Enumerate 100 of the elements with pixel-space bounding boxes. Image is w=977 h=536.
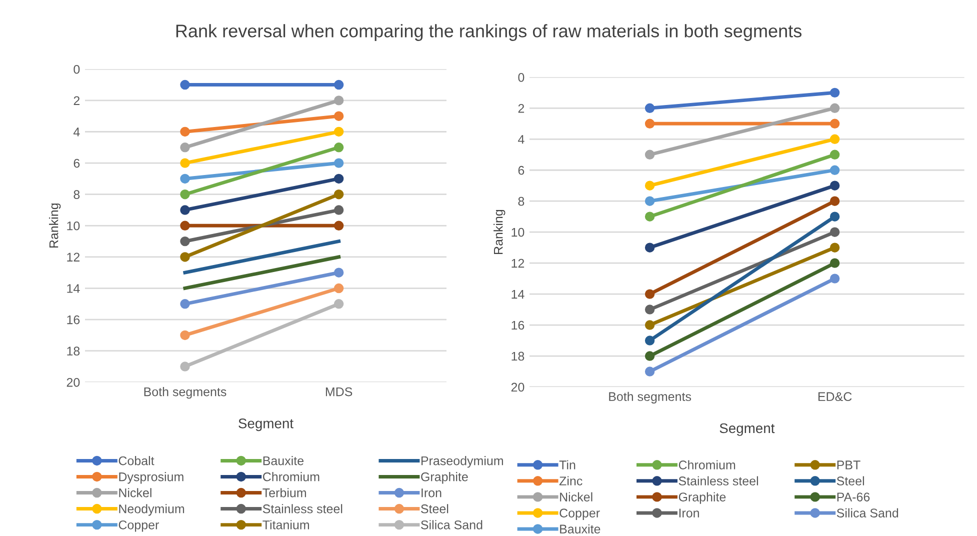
y-tick-label: 2 (518, 104, 524, 113)
y-tick-label: 6 (74, 158, 80, 168)
point (830, 227, 840, 237)
point (180, 126, 190, 137)
y-tick-label: 18 (67, 346, 80, 356)
legend-label: Copper (118, 520, 159, 532)
y-axis-title: Ranking (494, 210, 506, 254)
y-tick-label: 20 (66, 378, 80, 387)
point (830, 212, 840, 222)
x-tick-label: MDS (326, 387, 352, 396)
point (334, 158, 344, 168)
legend-label: Chromium (262, 472, 320, 482)
point (830, 180, 840, 190)
point (830, 134, 840, 144)
point (180, 362, 190, 372)
legend-label: Iron (422, 488, 442, 498)
y-tick-label: 10 (512, 228, 524, 237)
y-tick-label: 0 (518, 72, 524, 82)
x-tick-label: Both segments (144, 387, 226, 399)
legend-label: Tin (559, 460, 576, 470)
y-tick-label: 16 (67, 315, 80, 324)
point (830, 88, 840, 98)
point (334, 205, 344, 215)
point (180, 205, 190, 215)
legend-label: Nickel (119, 488, 152, 498)
text: Rank reversal when comparing the rankings of raw materials in both segments (176, 24, 802, 41)
legend-label: Chromium (678, 460, 736, 470)
point (334, 299, 344, 309)
point (644, 320, 655, 330)
legend-label: Graphite (678, 492, 726, 504)
legend-label: Zinc (559, 476, 582, 486)
y-tick-label: 10 (67, 221, 80, 230)
point (644, 212, 655, 222)
point (644, 366, 655, 376)
y-tick-label: 0 (74, 64, 80, 74)
point (644, 196, 655, 206)
point (644, 118, 655, 129)
y-tick-label: 12 (67, 252, 80, 262)
x-tick-label: ED&C (818, 392, 852, 402)
y-axis-title: Ranking (49, 204, 61, 248)
point (180, 299, 190, 309)
point (334, 96, 344, 106)
y-tick-label: 6 (518, 166, 524, 175)
x-axis-title: Segment (720, 423, 775, 436)
point (644, 180, 655, 190)
point (830, 165, 840, 175)
point (334, 80, 344, 90)
legend-label: PBT (837, 460, 860, 470)
point (830, 258, 840, 268)
point (180, 189, 190, 200)
legend-label: Cobalt (118, 456, 154, 466)
point (830, 118, 840, 129)
point (334, 283, 344, 294)
legend-label: Praseodymium (421, 456, 503, 468)
point (180, 252, 190, 262)
legend-label: Stainless steel (262, 504, 342, 514)
point (644, 289, 655, 299)
legend-label: Steel (421, 504, 448, 514)
y-tick-label: 8 (518, 196, 524, 206)
y-tick-label: 14 (67, 284, 80, 293)
point (644, 304, 655, 314)
legend-label: Stainless steel (678, 476, 758, 486)
point (644, 351, 655, 361)
point (644, 150, 655, 160)
point (180, 142, 190, 152)
y-tick-label: 4 (73, 128, 80, 136)
y-tick-label: 20 (511, 382, 524, 392)
x-tick-label: Both segments (609, 392, 692, 404)
point (334, 268, 344, 278)
y-tick-label: 16 (512, 320, 524, 330)
point (644, 242, 655, 252)
point (180, 80, 190, 90)
legend-label: Silica Sand (421, 520, 482, 530)
legend-label: Titanium (262, 520, 309, 530)
legend-label: Copper (560, 508, 600, 520)
legend-label: Terbium (262, 488, 306, 498)
point (334, 111, 344, 121)
point (334, 189, 344, 200)
legend-label: Iron (679, 508, 699, 518)
legend-label: Bauxite (560, 524, 600, 534)
legend-label: Neodymium (119, 504, 184, 516)
y-tick-label: 14 (512, 290, 524, 299)
y-tick-label: 12 (512, 258, 524, 268)
point (830, 150, 840, 160)
point (334, 220, 344, 231)
point (644, 336, 655, 346)
point (644, 103, 655, 114)
y-tick-label: 18 (512, 352, 524, 361)
point (180, 220, 190, 231)
y-tick-label: 2 (74, 96, 80, 105)
legend-label: Silica Sand (836, 508, 898, 518)
point (180, 174, 190, 184)
legend-label: Nickel (560, 492, 592, 502)
legend-label: Graphite (421, 472, 468, 484)
x-axis-title: Segment (238, 418, 294, 432)
point (180, 158, 190, 168)
y-tick-label: 8 (74, 190, 80, 200)
point (334, 126, 344, 137)
point (830, 196, 840, 206)
point (334, 142, 344, 152)
